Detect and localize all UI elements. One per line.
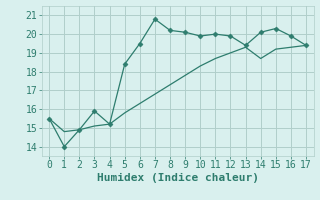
X-axis label: Humidex (Indice chaleur): Humidex (Indice chaleur) bbox=[97, 173, 259, 183]
